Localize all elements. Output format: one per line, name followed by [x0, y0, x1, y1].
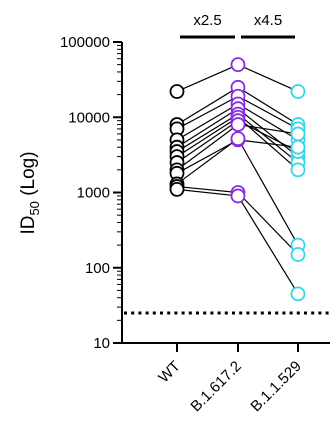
- data-point: [290, 139, 306, 155]
- subject-connector: [237, 86, 299, 126]
- subject-connector: [176, 113, 239, 153]
- data-point: [230, 131, 246, 147]
- data-point: [169, 181, 185, 197]
- subject-connector: [237, 192, 299, 255]
- y-tick-label: 10000: [68, 109, 110, 126]
- subject-connector: [176, 108, 239, 148]
- data-point: [290, 247, 306, 262]
- y-axis-title-main: ID: [18, 216, 39, 235]
- subject-connector: [176, 103, 239, 141]
- x-tick-label: WT: [155, 358, 184, 387]
- fold-change-label: x2.5: [193, 12, 221, 29]
- y-tick-label: 100: [85, 260, 110, 277]
- data-point: [290, 84, 306, 99]
- x-tick-label: B.1.617.2: [187, 358, 244, 415]
- data-point: [230, 117, 246, 132]
- subject-connector: [237, 138, 299, 246]
- subject-connector: [176, 124, 239, 171]
- data-point: [290, 286, 306, 302]
- subject-connector: [237, 195, 299, 295]
- fold-change-label: x4.5: [254, 12, 282, 29]
- data-point: [290, 162, 306, 178]
- subject-connector: [237, 64, 299, 93]
- subject-connector: [176, 188, 239, 197]
- subject-connector: [176, 95, 239, 130]
- subject-connector: [176, 116, 239, 158]
- y-axis-title: ID50 (Log): [18, 151, 42, 234]
- subject-connector: [237, 103, 299, 141]
- data-point: [230, 188, 246, 204]
- subject-connector: [237, 139, 299, 148]
- subject-connector: [237, 113, 299, 164]
- subject-connector: [237, 123, 299, 135]
- subject-connector: [176, 86, 239, 126]
- subject-connector: [176, 120, 239, 164]
- y-axis-title-suffix: (Log): [18, 151, 39, 201]
- y-axis-title-sub: 50: [27, 201, 42, 215]
- y-tick-label: 10: [93, 335, 110, 352]
- subject-connector: [176, 138, 239, 185]
- plot-area: 10 100 1000 10000 100000 WT B.1.617.2 B.1.1.529…: [60, 12, 330, 415]
- x-tick-label: B.1.1.529: [247, 358, 304, 415]
- subject-connector: [237, 120, 299, 153]
- y-tick-label: 1000: [77, 185, 110, 202]
- subject-connector: [176, 64, 239, 93]
- subject-connector: [176, 185, 239, 194]
- data-point: [230, 57, 246, 73]
- data-point: [169, 84, 185, 99]
- subject-connector: [237, 108, 299, 158]
- data-point: [290, 126, 306, 142]
- y-tick-label: 100000: [60, 34, 110, 51]
- subject-connector: [237, 95, 299, 130]
